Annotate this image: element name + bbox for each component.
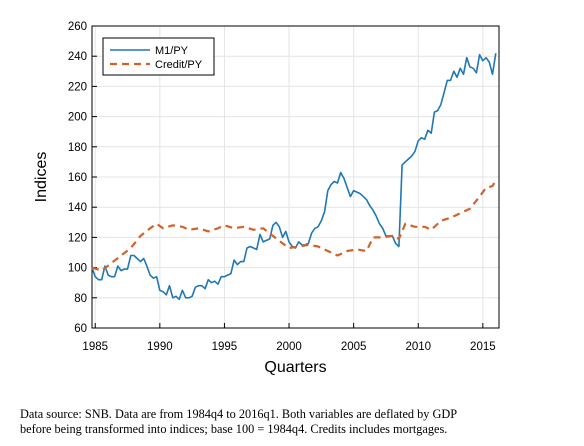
- x-tick-label: 2000: [276, 341, 302, 353]
- y-tick-label: 100: [68, 263, 87, 275]
- x-tick-label: 2010: [405, 341, 431, 353]
- y-tick-label: 80: [74, 293, 87, 305]
- figure-caption: Data source: SNB. Data are from 1984q4 t…: [20, 407, 570, 437]
- legend-label: M1/PY: [155, 45, 189, 57]
- y-axis-title: Indices: [33, 152, 50, 203]
- y-tick-label: 220: [68, 81, 87, 93]
- x-tick-label: 1990: [147, 341, 173, 353]
- y-tick-label: 120: [68, 232, 87, 244]
- legend: M1/PY Credit/PY: [102, 37, 215, 76]
- y-tick-label: 140: [68, 202, 87, 214]
- x-tick-label: 2015: [470, 341, 496, 353]
- y-tick-label: 160: [68, 172, 87, 184]
- legend-label: Credit/PY: [155, 59, 203, 71]
- y-tick-label: 260: [68, 21, 87, 33]
- y-tick-label: 60: [74, 323, 87, 335]
- caption-line-2: before being transformed into indices; b…: [20, 422, 448, 436]
- x-axis-title: Quarters: [264, 359, 326, 376]
- x-tick-label: 1985: [82, 341, 108, 353]
- y-tick-label: 200: [68, 112, 87, 124]
- x-tick-label: 1995: [212, 341, 238, 353]
- line-chart: 60 80 100 120 140 160 180 200 220 240 260 1985 1990 1…: [33, 21, 500, 376]
- x-tick-label: 2005: [341, 341, 367, 353]
- series-layer: [91, 53, 497, 301]
- y-tick-label: 240: [68, 51, 87, 63]
- axis-ticks: 60 80 100 120 140 160 180 200 220 240 260 1985 1990 1…: [68, 21, 496, 353]
- series-line-credit-py: [91, 179, 497, 272]
- caption-line-1: Data source: SNB. Data are from 1984q4 t…: [20, 407, 458, 421]
- series-line-m1-py: [91, 53, 497, 301]
- y-tick-label: 180: [68, 142, 87, 154]
- legend-box: [102, 37, 215, 76]
